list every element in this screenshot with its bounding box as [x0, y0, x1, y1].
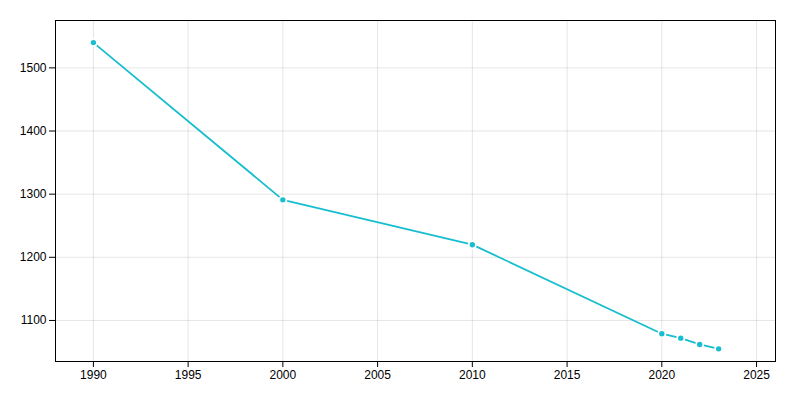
svg-text:2010: 2010 [459, 368, 486, 382]
svg-text:2000: 2000 [270, 368, 297, 382]
svg-text:1990: 1990 [80, 368, 107, 382]
svg-text:2020: 2020 [648, 368, 675, 382]
svg-text:2005: 2005 [364, 368, 391, 382]
svg-text:1300: 1300 [20, 187, 47, 201]
svg-text:1400: 1400 [20, 124, 47, 138]
svg-text:1200: 1200 [20, 250, 47, 264]
svg-text:2015: 2015 [554, 368, 581, 382]
svg-text:2025: 2025 [743, 368, 770, 382]
svg-text:1500: 1500 [20, 61, 47, 75]
svg-text:1995: 1995 [175, 368, 202, 382]
svg-text:1100: 1100 [21, 313, 47, 327]
